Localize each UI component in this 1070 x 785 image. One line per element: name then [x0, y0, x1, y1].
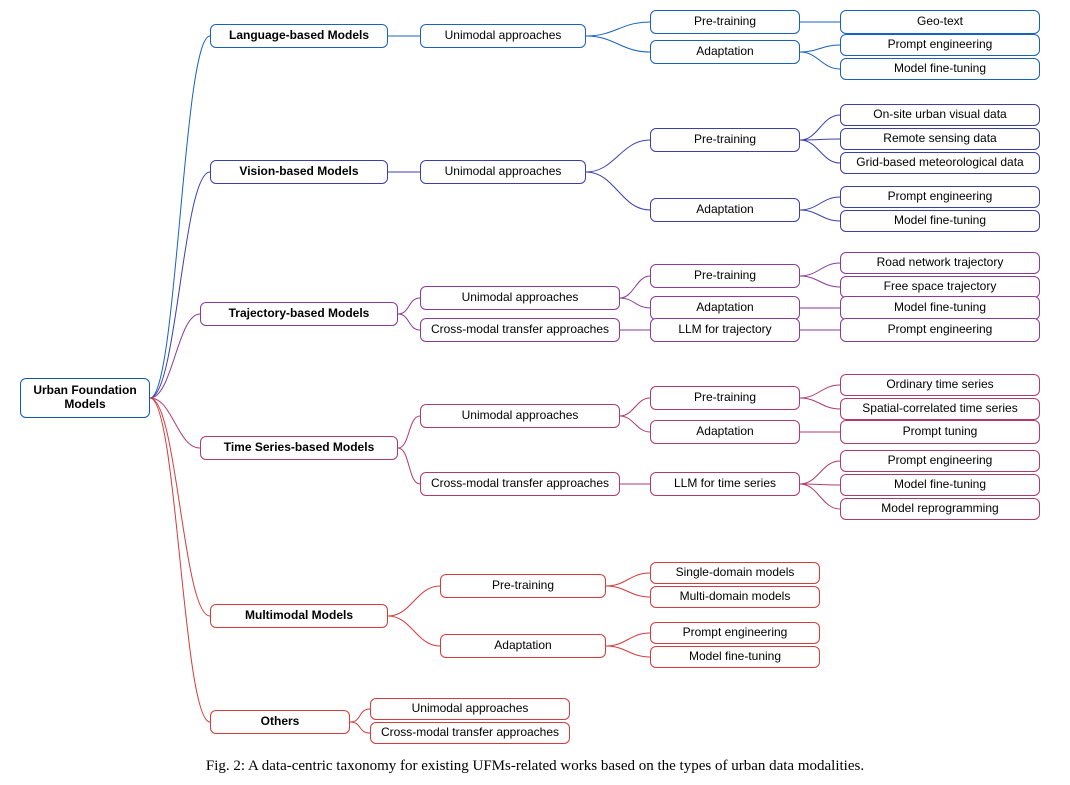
node-vis: Vision-based Models	[210, 160, 388, 184]
node-ts: Time Series-based Models	[200, 436, 398, 460]
node-mm-pe: Prompt engineering	[650, 622, 820, 644]
node-vis-uni: Unimodal approaches	[420, 160, 586, 184]
node-traj-free: Free space trajectory	[840, 276, 1040, 298]
node-ts-pre: Pre-training	[650, 386, 800, 410]
node-traj: Trajectory-based Models	[200, 302, 398, 326]
node-vis-pre: Pre-training	[650, 128, 800, 152]
edge	[620, 398, 650, 416]
edge	[800, 263, 840, 276]
node-ts-spatial: Spatial-correlated time series	[840, 398, 1040, 420]
edge	[800, 385, 840, 398]
edge	[586, 140, 650, 172]
edge	[150, 314, 200, 398]
edge	[350, 722, 370, 733]
node-lang-uni: Unimodal approaches	[420, 24, 586, 48]
node-lang-pre: Pre-training	[650, 10, 800, 34]
node-mm-pre: Pre-training	[440, 574, 606, 598]
node-lang-geo: Geo-text	[840, 10, 1040, 34]
node-mm-multi: Multi-domain models	[650, 586, 820, 608]
node-traj-ft: Model fine-tuning	[840, 296, 1040, 320]
edge	[800, 140, 840, 163]
edge	[388, 586, 440, 616]
node-vis-ft: Model fine-tuning	[840, 210, 1040, 232]
node-lang-adapt: Adaptation	[650, 40, 800, 64]
edge	[800, 197, 840, 210]
node-oth: Others	[210, 710, 350, 734]
node-traj-adapt: Adaptation	[650, 296, 800, 320]
node-oth-cross: Cross-modal transfer approaches	[370, 722, 570, 744]
edge	[606, 586, 650, 597]
node-ts-ft: Model fine-tuning	[840, 474, 1040, 496]
node-vis-grid: Grid-based meteorological data	[840, 152, 1040, 174]
edge	[398, 314, 420, 330]
edge	[586, 22, 650, 36]
edge	[800, 461, 840, 484]
node-ts-ord: Ordinary time series	[840, 374, 1040, 396]
node-lang: Language-based Models	[210, 24, 388, 48]
edge	[388, 616, 440, 646]
node-vis-adapt: Adaptation	[650, 198, 800, 222]
node-ts-llm: LLM for time series	[650, 472, 800, 496]
node-traj-road: Road network trajectory	[840, 252, 1040, 274]
node-vis-pe: Prompt engineering	[840, 186, 1040, 208]
node-mm-single: Single-domain models	[650, 562, 820, 584]
edge	[586, 36, 650, 52]
edge	[150, 36, 210, 398]
node-ts-cross: Cross-modal transfer approaches	[420, 472, 620, 496]
figure-caption: Fig. 2: A data-centric taxonomy for exis…	[0, 758, 1070, 775]
edge	[606, 646, 650, 657]
node-lang-ft: Model fine-tuning	[840, 58, 1040, 80]
edge	[150, 398, 200, 448]
node-ts-adapt: Adaptation	[650, 420, 800, 444]
node-lang-pe: Prompt engineering	[840, 34, 1040, 56]
node-traj-cross: Cross-modal transfer approaches	[420, 318, 620, 342]
node-vis-onsite: On-site urban visual data	[840, 104, 1040, 126]
node-vis-remote: Remote sensing data	[840, 128, 1040, 150]
node-traj-pe: Prompt engineering	[840, 318, 1040, 342]
edge	[620, 276, 650, 298]
node-root: Urban Foundation Models	[20, 378, 150, 418]
node-ts-pt: Prompt tuning	[840, 420, 1040, 444]
edge	[800, 52, 840, 69]
node-traj-uni: Unimodal approaches	[420, 286, 620, 310]
edge	[398, 448, 420, 484]
edge	[606, 633, 650, 646]
edge	[150, 172, 210, 398]
node-ts-pe: Prompt engineering	[840, 450, 1040, 472]
edge	[800, 115, 840, 140]
taxonomy-diagram: Fig. 2: A data-centric taxonomy for exis…	[0, 0, 1070, 785]
edge	[800, 139, 840, 140]
edge	[398, 298, 420, 314]
edge	[350, 709, 370, 722]
edge	[606, 573, 650, 586]
edge	[800, 45, 840, 52]
node-mm: Multimodal Models	[210, 604, 388, 628]
node-oth-uni: Unimodal approaches	[370, 698, 570, 720]
edge	[620, 416, 650, 432]
edge	[800, 484, 840, 485]
edge	[150, 398, 210, 616]
edge	[800, 276, 840, 287]
edge	[398, 416, 420, 448]
node-traj-pre: Pre-training	[650, 264, 800, 288]
edge	[800, 398, 840, 409]
node-traj-llm: LLM for trajectory	[650, 318, 800, 342]
edge	[620, 298, 650, 308]
node-ts-uni: Unimodal approaches	[420, 404, 620, 428]
edge	[586, 172, 650, 210]
node-mm-adapt: Adaptation	[440, 634, 606, 658]
edge	[800, 484, 840, 509]
node-ts-reprog: Model reprogramming	[840, 498, 1040, 520]
edge	[800, 210, 840, 221]
node-mm-ft: Model fine-tuning	[650, 646, 820, 668]
